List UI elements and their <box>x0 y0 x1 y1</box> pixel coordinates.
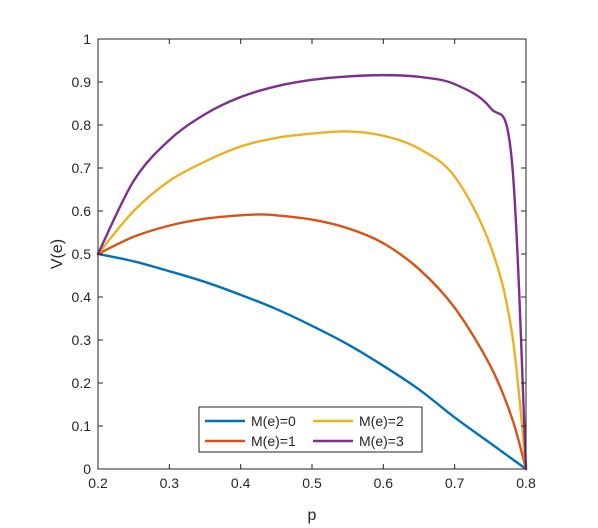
x-tick-label: 0.2 <box>88 475 108 491</box>
y-tick-label: 0.9 <box>72 74 92 90</box>
series-layer <box>96 73 528 471</box>
x-tick-label: 0.7 <box>445 475 465 491</box>
y-tick-label: 0.8 <box>72 117 92 133</box>
legend-box <box>198 406 423 453</box>
legend: M(e)=0 M(e)=1 M(e)=2 M(e)=3 <box>198 406 423 453</box>
x-axis: 0.2 0.3 0.4 0.5 0.6 0.7 0.8 <box>88 39 536 491</box>
y-tick-label: 0 <box>83 461 91 477</box>
x-tick-label: 0.4 <box>231 475 251 491</box>
y-axis: 0 0.1 0.2 0.3 0.4 0.5 0.6 0.7 0.8 0.9 1 <box>72 31 526 477</box>
series-line-3 <box>96 73 528 471</box>
y-tick-label: 1 <box>83 31 91 47</box>
y-tick-label: 0.2 <box>72 375 92 391</box>
x-tick-label: 0.5 <box>302 475 322 491</box>
legend-label-3: M(e)=3 <box>359 433 404 449</box>
x-tick-label: 0.8 <box>516 475 536 491</box>
series-line-2 <box>96 130 528 471</box>
series-line-0 <box>96 252 528 471</box>
legend-label-1: M(e)=1 <box>251 433 296 449</box>
legend-label-0: M(e)=0 <box>251 413 296 429</box>
x-tick-label: 0.6 <box>374 475 394 491</box>
y-tick-label: 0.4 <box>72 289 92 305</box>
x-tick-label: 0.3 <box>160 475 180 491</box>
y-tick-label: 0.6 <box>72 203 92 219</box>
plot-area <box>98 39 526 469</box>
y-tick-label: 0.1 <box>72 418 92 434</box>
y-tick-label: 0.7 <box>72 160 92 176</box>
legend-label-2: M(e)=2 <box>359 413 404 429</box>
y-tick-label: 0.5 <box>72 246 92 262</box>
x-axis-title: p <box>308 507 317 524</box>
y-axis-title: V(e) <box>49 239 66 269</box>
series-line-1 <box>96 213 528 471</box>
y-tick-label: 0.3 <box>72 332 92 348</box>
